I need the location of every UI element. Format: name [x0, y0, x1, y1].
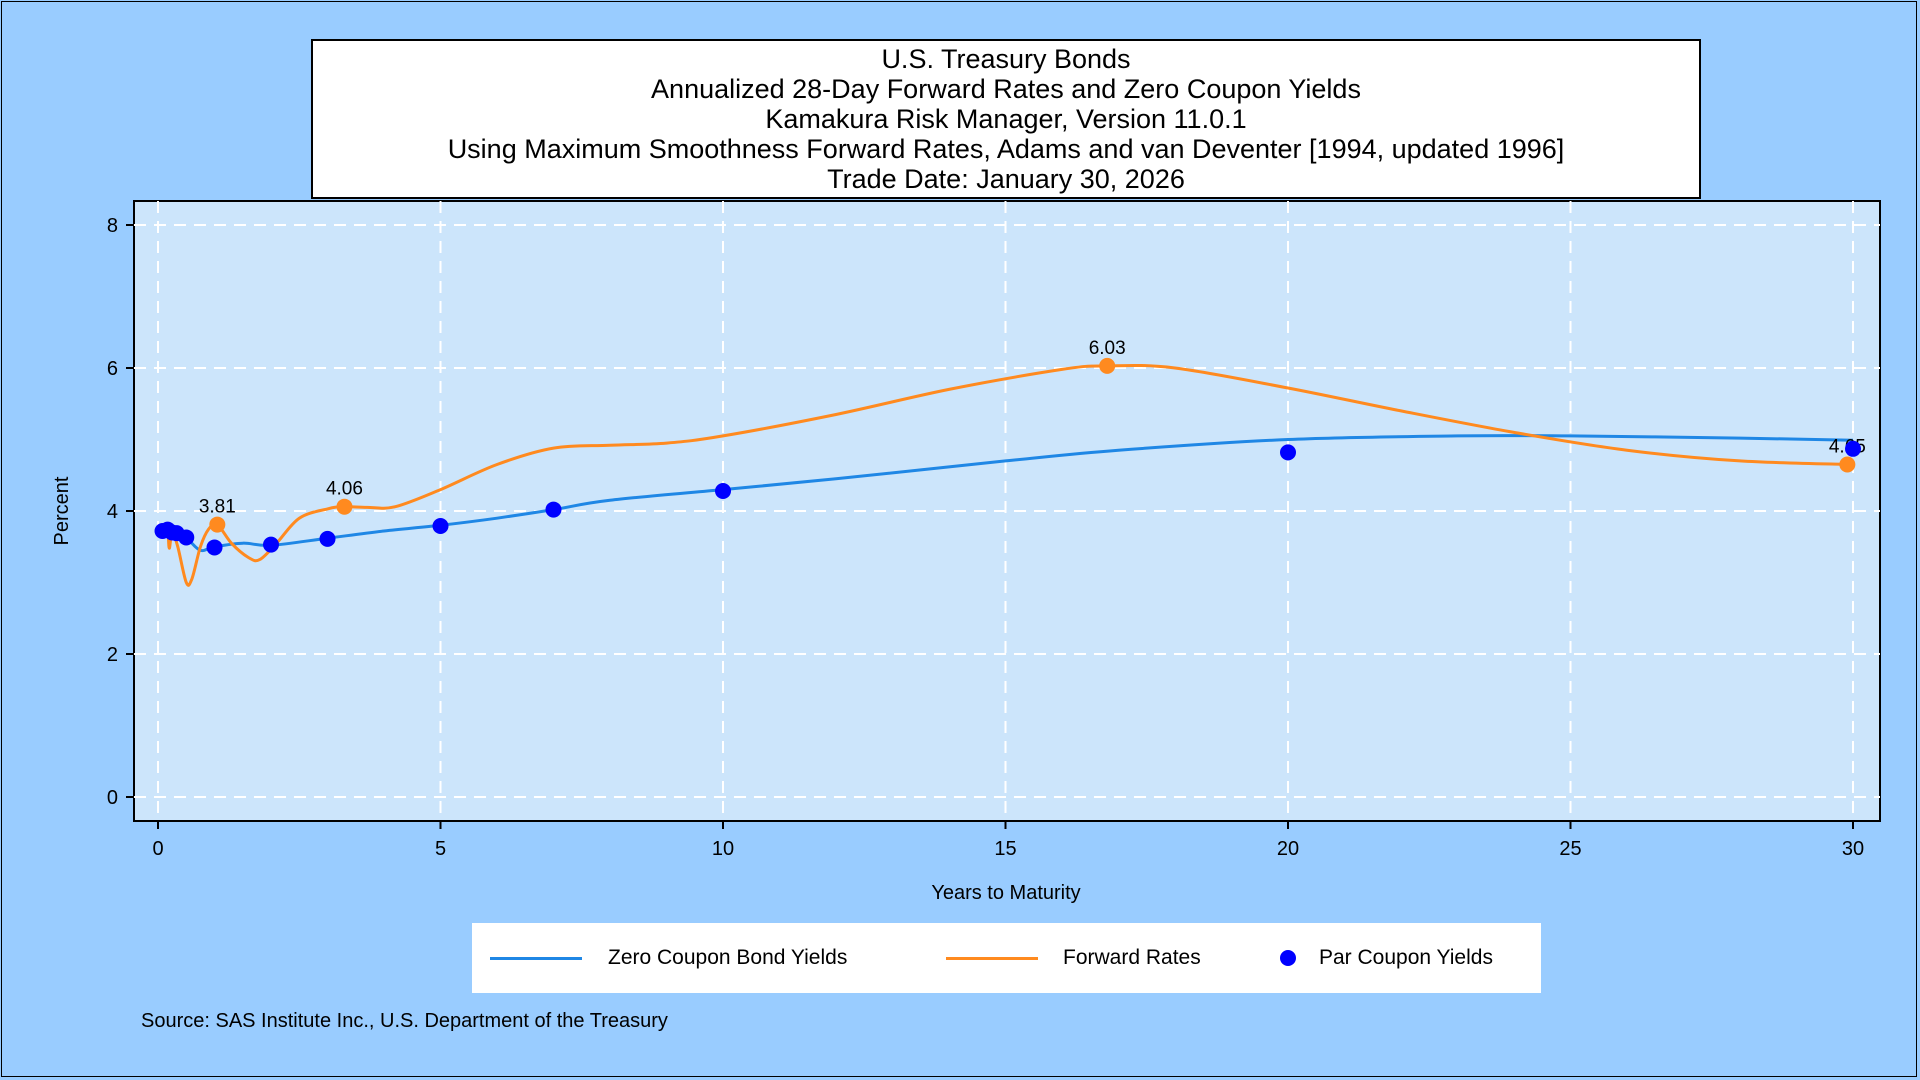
x-tick-label: 15 — [994, 838, 1016, 860]
x-tick-label: 10 — [712, 838, 734, 860]
x-tick-label: 5 — [435, 838, 446, 860]
forward-rate-label: 6.03 — [1089, 338, 1126, 359]
legend-item-par: Par Coupon Yields — [1280, 923, 1493, 993]
y-tick-label: 0 — [107, 787, 118, 809]
forward-rate-point — [209, 516, 226, 533]
y-axis-label: Percent — [51, 476, 73, 545]
par-coupon-point — [206, 539, 223, 556]
chart-title-line-3: Kamakura Risk Manager, Version 11.0.1 — [765, 104, 1247, 134]
forward-rate-label: 4.06 — [326, 479, 363, 500]
forward-rate-point — [336, 498, 353, 515]
grid-layer — [134, 201, 1880, 821]
y-tick-label: 4 — [107, 501, 118, 523]
source-note: Source: SAS Institute Inc., U.S. Departm… — [141, 1010, 668, 1032]
y-tick-label: 6 — [107, 358, 118, 380]
par-coupon-point — [545, 501, 562, 518]
par-coupon-point — [432, 518, 449, 535]
forward-rate-point — [1099, 357, 1116, 374]
chart-title-box: U.S. Treasury Bonds Annualized 28-Day Fo… — [311, 39, 1701, 199]
legend-label-zero-coupon: Zero Coupon Bond Yields — [608, 946, 848, 969]
legend-swatch-par — [1280, 950, 1296, 966]
forward-rate-label: 3.81 — [199, 497, 236, 518]
chart-title-line-5: Trade Date: January 30, 2026 — [827, 164, 1185, 194]
marker-layer: 3.814.066.034.65 — [154, 338, 1866, 556]
par-coupon-point — [319, 530, 336, 547]
par-coupon-point — [178, 529, 195, 546]
chart-title-line-1: U.S. Treasury Bonds — [881, 44, 1131, 74]
axis-layer: 0 5 10 15 20 25 30 0 2 4 6 8 — [107, 215, 1864, 860]
par-coupon-point — [263, 536, 279, 553]
legend-item-forward: Forward Rates — [946, 923, 1201, 993]
y-tick-label: 2 — [107, 644, 118, 666]
legend-label-par: Par Coupon Yields — [1319, 946, 1493, 969]
chart-title-line-4: Using Maximum Smoothness Forward Rates, … — [447, 134, 1565, 164]
par-coupon-point — [1845, 440, 1861, 457]
forward-rate-point — [1839, 456, 1856, 473]
legend-label-forward: Forward Rates — [1063, 946, 1201, 969]
x-tick-label: 30 — [1842, 838, 1864, 860]
x-tick-label: 0 — [152, 838, 163, 860]
legend-swatch-forward — [946, 956, 1038, 960]
par-coupon-point — [715, 482, 731, 499]
series-line-zero-coupon — [162, 434, 1854, 553]
series-line-forward — [162, 363, 1854, 587]
x-tick-label: 25 — [1559, 838, 1581, 860]
y-tick-label: 8 — [107, 215, 118, 237]
legend-swatch-zero-coupon — [490, 956, 582, 960]
x-tick-label: 20 — [1277, 838, 1299, 860]
x-axis-label: Years to Maturity — [931, 882, 1080, 904]
chart-title-line-2: Annualized 28-Day Forward Rates and Zero… — [651, 74, 1361, 104]
legend: Zero Coupon Bond Yields Forward Rates Pa… — [472, 923, 1541, 993]
series-layer — [162, 363, 1854, 587]
par-coupon-point — [1280, 444, 1296, 461]
legend-item-zero-coupon: Zero Coupon Bond Yields — [490, 923, 847, 993]
